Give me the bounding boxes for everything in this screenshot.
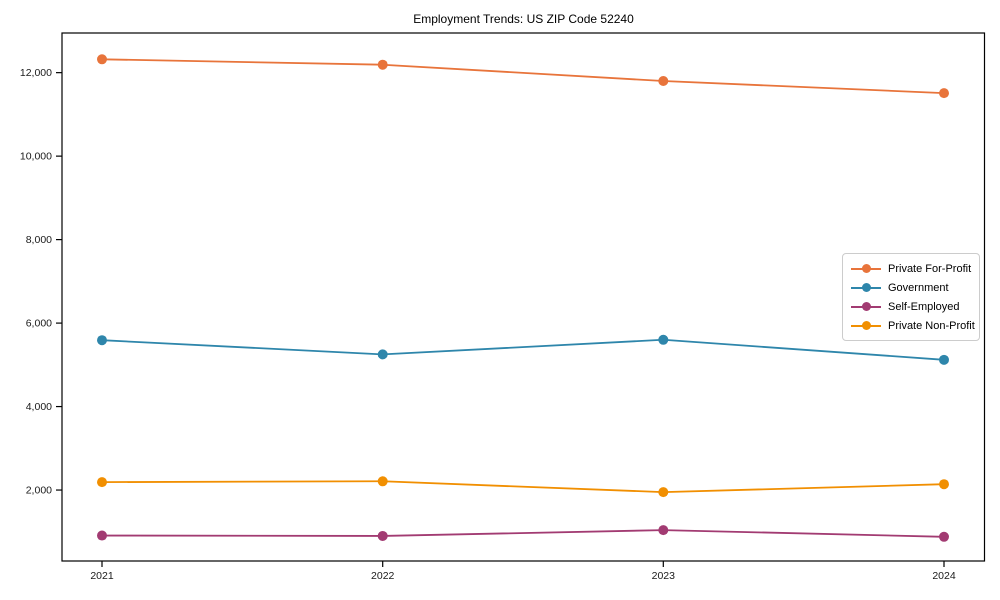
series-line-self-employed xyxy=(101,529,945,538)
legend-label: Government xyxy=(888,281,949,294)
legend-label: Private For-Profit xyxy=(888,262,972,275)
legend-line-marker-icon xyxy=(851,263,881,274)
legend: Private For-Profit Government Self-Employe… xyxy=(842,253,980,341)
series-marker-private-non-profit xyxy=(377,476,388,487)
x-tick-label: 2022 xyxy=(371,570,395,582)
series-marker-government xyxy=(97,335,107,346)
series-marker-self-employed xyxy=(377,530,388,541)
series-marker-private-for-profit xyxy=(658,76,669,86)
legend-item-private-non-profit: Private Non-Profit xyxy=(851,316,975,335)
series-marker-private-non-profit xyxy=(658,487,669,498)
legend-line-marker-icon xyxy=(851,320,881,331)
y-tick-label: 4,000 xyxy=(26,401,52,413)
legend-item-government: Government xyxy=(851,278,971,297)
series-marker-self-employed xyxy=(658,525,669,536)
y-tick-label: 10,000 xyxy=(20,151,52,163)
series-marker-private-non-profit xyxy=(97,477,107,488)
y-tick-label: 12,000 xyxy=(20,67,52,79)
series-line-private-non-profit xyxy=(101,480,945,494)
y-tick-label: 8,000 xyxy=(26,234,52,246)
series-marker-private-non-profit xyxy=(939,479,949,490)
legend-item-self-employed: Self-Employed xyxy=(851,297,971,316)
legend-line-marker-icon xyxy=(851,282,881,293)
x-tick-label: 2024 xyxy=(932,570,956,582)
series-marker-private-for-profit xyxy=(97,54,107,65)
series-marker-government xyxy=(939,354,949,365)
legend-label: Private Non-Profit xyxy=(888,319,975,332)
series-marker-government xyxy=(377,349,388,360)
y-tick-label: 2,000 xyxy=(26,485,52,497)
x-tick-label: 2021 xyxy=(90,570,114,582)
y-tick-label: 6,000 xyxy=(26,318,52,330)
series-marker-private-for-profit xyxy=(377,59,388,70)
series-marker-government xyxy=(658,334,669,345)
legend-label: Self-Employed xyxy=(888,300,960,313)
series-marker-self-employed xyxy=(939,531,949,542)
axes-frame xyxy=(61,32,986,562)
series-marker-private-for-profit xyxy=(939,88,949,99)
series-line-government xyxy=(101,338,945,361)
chart-title: Employment Trends: US ZIP Code 52240 xyxy=(413,12,634,26)
legend-line-marker-icon xyxy=(851,301,881,312)
legend-item-private-for-profit: Private For-Profit xyxy=(851,259,971,278)
series-marker-self-employed xyxy=(97,530,107,541)
x-tick-label: 2023 xyxy=(652,570,676,582)
series-line-private-for-profit xyxy=(101,58,945,95)
